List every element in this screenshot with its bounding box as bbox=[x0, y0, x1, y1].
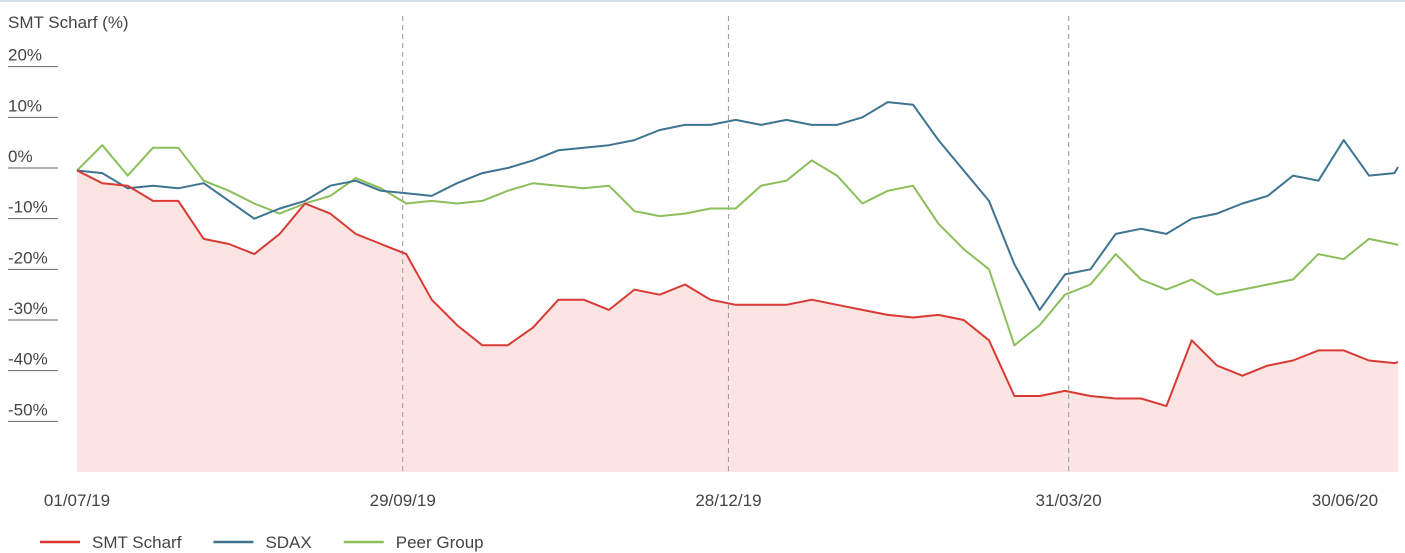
x-tick-label: 30/06/20 bbox=[1312, 491, 1378, 510]
y-tick-label: -50% bbox=[8, 400, 48, 419]
y-tick-label: -40% bbox=[8, 350, 48, 369]
y-tick-label: 20% bbox=[8, 46, 42, 65]
area bbox=[77, 170, 1398, 472]
y-tick-label: 0% bbox=[8, 147, 33, 166]
x-tick-label: 01/07/19 bbox=[44, 491, 110, 510]
y-tick-label: -20% bbox=[8, 248, 48, 267]
legend-label: Peer Group bbox=[396, 533, 484, 552]
legend-label: SMT Scharf bbox=[92, 533, 182, 552]
line bbox=[76, 101, 1399, 311]
x-tick-label: 29/09/19 bbox=[370, 491, 436, 510]
x-tick-label: 31/03/20 bbox=[1036, 491, 1102, 510]
line bbox=[76, 169, 1399, 408]
y-tick-label: 10% bbox=[8, 96, 42, 115]
y-axis-label: SMT Scharf (%) bbox=[8, 13, 129, 32]
y-tick-label: -30% bbox=[8, 299, 48, 318]
x-tick-label: 28/12/19 bbox=[695, 491, 761, 510]
line bbox=[76, 144, 1399, 347]
legend-label: SDAX bbox=[265, 533, 311, 552]
y-tick-label: -10% bbox=[8, 198, 48, 217]
